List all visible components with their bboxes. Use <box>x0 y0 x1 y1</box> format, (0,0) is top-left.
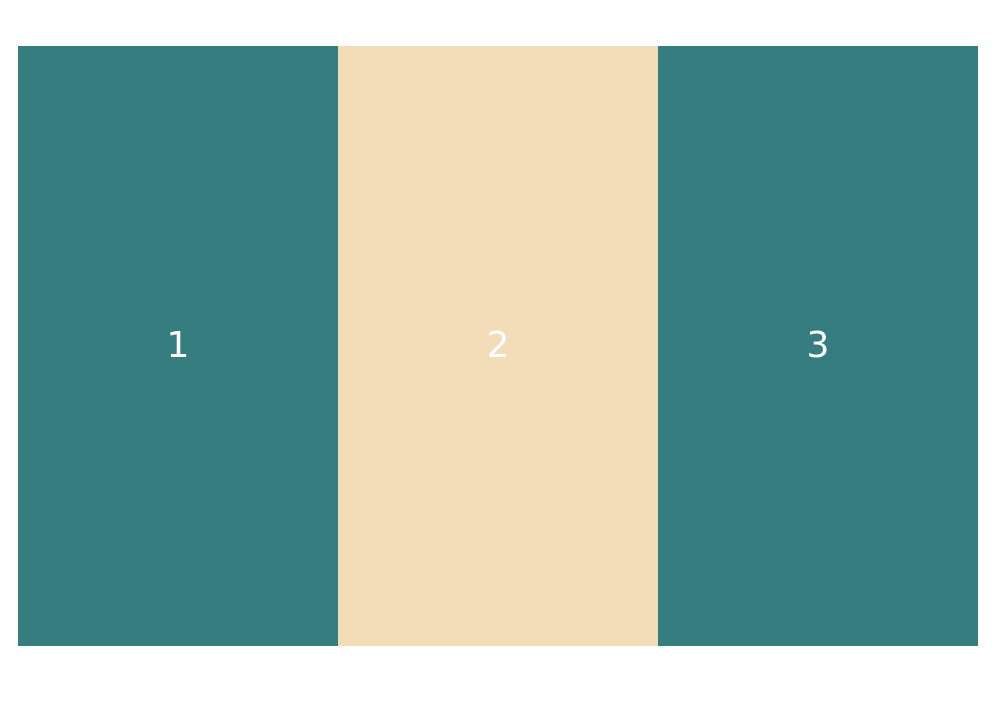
panel-2: 2 <box>338 46 658 646</box>
panel-2-label: 2 <box>486 325 510 366</box>
panel-1: 1 <box>18 46 338 646</box>
panel-strip: 1 2 3 <box>18 46 978 646</box>
panel-3-label: 3 <box>806 325 830 366</box>
panel-1-label: 1 <box>166 325 190 366</box>
panel-3: 3 <box>658 46 978 646</box>
